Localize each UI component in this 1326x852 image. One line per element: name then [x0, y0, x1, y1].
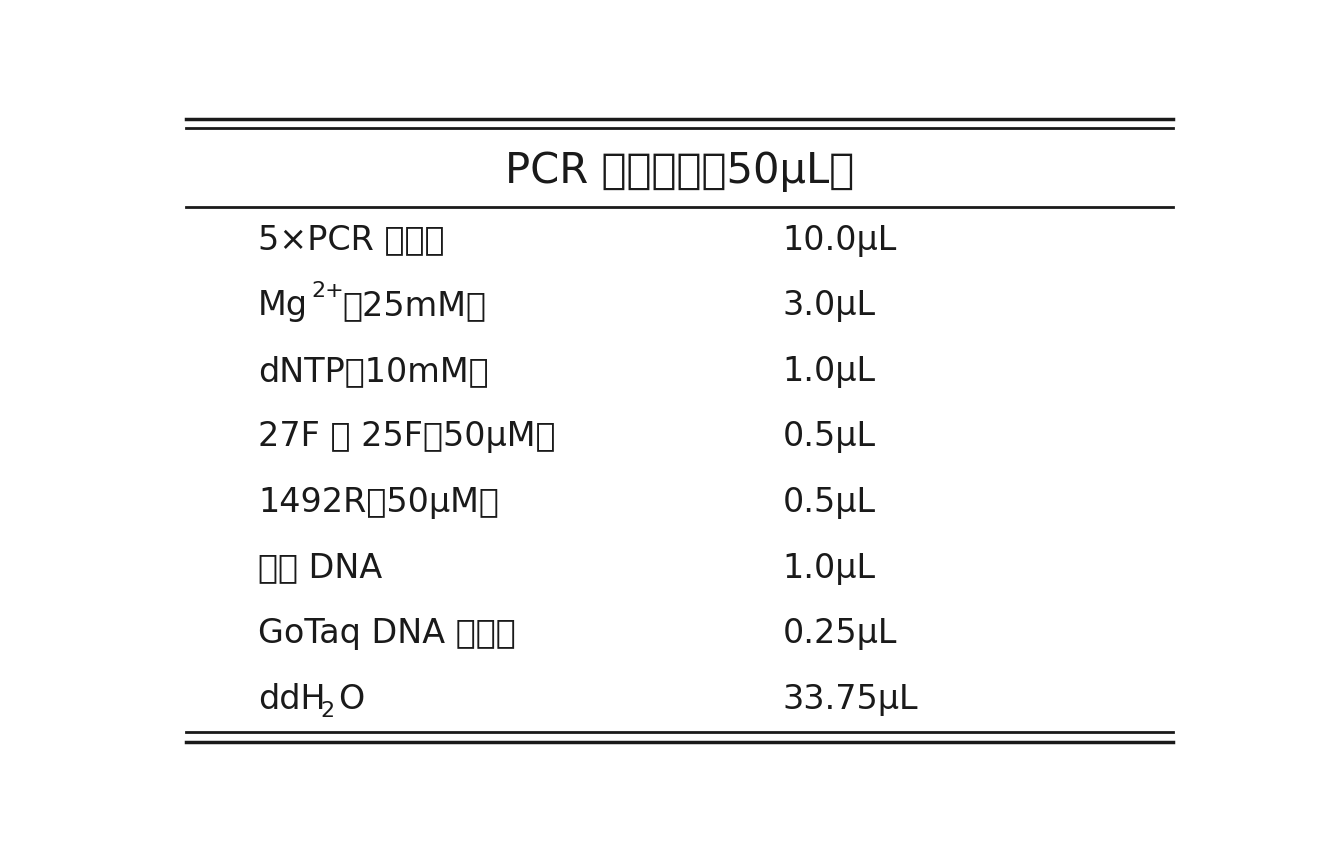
Text: O: O — [338, 682, 365, 716]
Text: dNTP（10mM）: dNTP（10mM） — [259, 354, 489, 388]
Text: 模板 DNA: 模板 DNA — [259, 551, 382, 584]
Text: ddH: ddH — [259, 682, 326, 716]
Text: 1.0μL: 1.0μL — [782, 551, 875, 584]
Text: 0.5μL: 0.5μL — [782, 486, 875, 519]
Text: 1492R（50μM）: 1492R（50μM） — [259, 486, 499, 519]
Text: Mg: Mg — [259, 289, 308, 322]
Text: （25mM）: （25mM） — [342, 289, 487, 322]
Text: 5×PCR 缓冲液: 5×PCR 缓冲液 — [259, 223, 444, 256]
Text: 2+: 2+ — [312, 281, 345, 301]
Text: 0.25μL: 0.25μL — [782, 617, 896, 650]
Text: 27F 或 25F（50μM）: 27F 或 25F（50μM） — [259, 420, 556, 453]
Text: 2: 2 — [320, 701, 334, 721]
Text: 0.5μL: 0.5μL — [782, 420, 875, 453]
Text: 33.75μL: 33.75μL — [782, 682, 918, 716]
Text: 1.0μL: 1.0μL — [782, 354, 875, 388]
Text: GoTaq DNA 聚合酶: GoTaq DNA 聚合酶 — [259, 617, 516, 650]
Text: 10.0μL: 10.0μL — [782, 223, 896, 256]
Text: 3.0μL: 3.0μL — [782, 289, 875, 322]
Text: PCR 反应体系（50μL）: PCR 反应体系（50μL） — [505, 150, 854, 192]
